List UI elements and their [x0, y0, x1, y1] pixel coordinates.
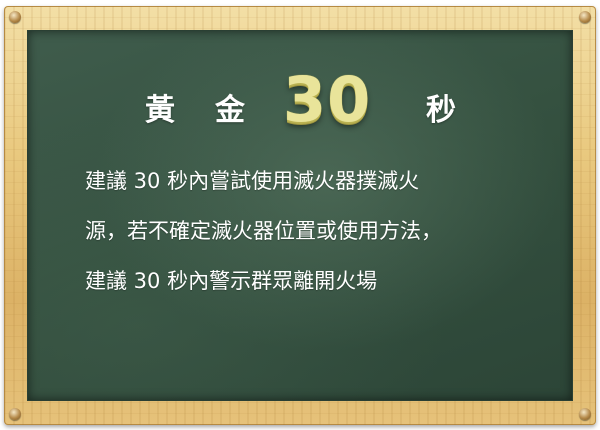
title-number: 30 [283, 63, 372, 136]
body-line-2: 源，若不確定滅火器位置或使用方法， [85, 219, 442, 243]
nail-icon [9, 408, 21, 420]
body-line-3: 建議 30 秒內警示群眾離開火場 [85, 269, 378, 293]
chalkboard: 黃 金 30 秒 建議 30 秒內嘗試使用滅火器撲滅火 源，若不確定滅火器位置或… [27, 30, 573, 401]
nail-icon [9, 11, 21, 23]
title-char-3: 秒 [426, 93, 456, 128]
nail-icon [579, 408, 591, 420]
body-line-1: 建議 30 秒內嘗試使用滅火器撲滅火 [85, 169, 420, 193]
title-char-1: 黃 [145, 93, 175, 128]
chalkboard-frame: 黃 金 30 秒 建議 30 秒內嘗試使用滅火器撲滅火 源，若不確定滅火器位置或… [4, 6, 596, 425]
board-title: 黃 金 30 秒 [28, 63, 572, 141]
title-char-2: 金 [215, 93, 245, 128]
board-body-text: 建議 30 秒內嘗試使用滅火器撲滅火 源，若不確定滅火器位置或使用方法， 建議 … [85, 156, 555, 306]
nail-icon [579, 11, 591, 23]
